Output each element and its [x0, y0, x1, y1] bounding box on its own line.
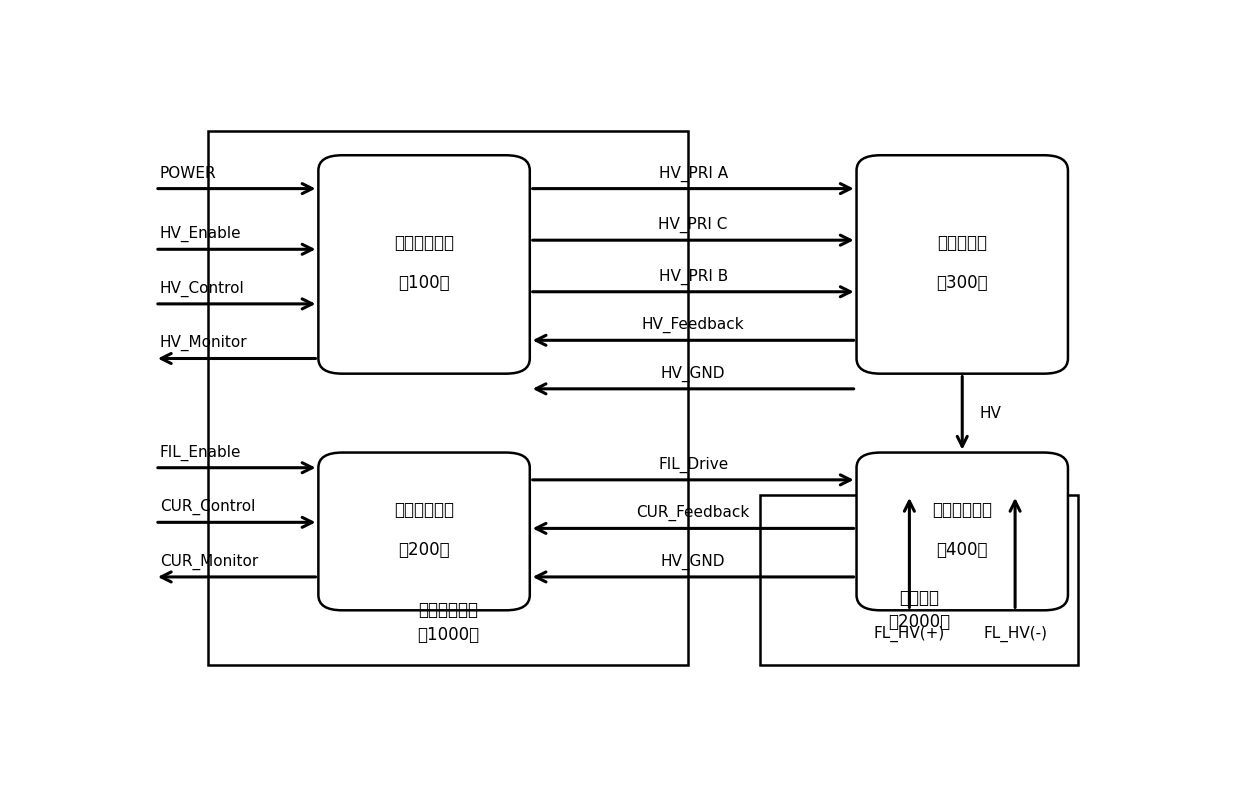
Text: 低压控制电路: 低压控制电路 [418, 601, 479, 619]
FancyBboxPatch shape [319, 452, 529, 610]
Text: FIL_Enable: FIL_Enable [160, 444, 242, 461]
FancyBboxPatch shape [319, 155, 529, 374]
Text: 浮地高压拓扑: 浮地高压拓扑 [932, 501, 992, 519]
Text: 负高压电源: 负高压电源 [937, 234, 987, 252]
Text: （1000）: （1000） [417, 626, 479, 644]
Text: HV_Control: HV_Control [160, 281, 244, 297]
Text: 高压控制电路: 高压控制电路 [394, 234, 454, 252]
Text: FIL_Drive: FIL_Drive [658, 456, 728, 473]
Text: HV_PRI A: HV_PRI A [658, 165, 728, 181]
Text: HV_Enable: HV_Enable [160, 226, 242, 242]
Text: HV_PRI B: HV_PRI B [658, 269, 728, 284]
Text: FL_HV(+): FL_HV(+) [874, 626, 945, 641]
Text: POWER: POWER [160, 166, 217, 181]
Text: HV_Monitor: HV_Monitor [160, 335, 248, 351]
Text: （100）: （100） [398, 273, 450, 292]
Text: HV_GND: HV_GND [661, 554, 725, 570]
Text: HV_PRI C: HV_PRI C [658, 217, 728, 233]
Text: （2000）: （2000） [888, 613, 950, 631]
Text: CUR_Control: CUR_Control [160, 499, 255, 515]
FancyBboxPatch shape [857, 452, 1068, 610]
Text: HV_GND: HV_GND [661, 366, 725, 381]
Text: CUR_Feedback: CUR_Feedback [636, 505, 750, 522]
Bar [208, 131, 688, 665]
Text: FL_HV(-): FL_HV(-) [983, 626, 1047, 641]
Text: HV: HV [980, 406, 1002, 421]
Text: 高压模块: 高压模块 [899, 589, 939, 608]
Text: （300）: （300） [936, 273, 988, 292]
Text: （400）: （400） [936, 541, 988, 559]
Text: CUR_Monitor: CUR_Monitor [160, 554, 258, 570]
Text: HV_Feedback: HV_Feedback [642, 317, 744, 333]
Text: 电流控制电路: 电流控制电路 [394, 501, 454, 519]
FancyBboxPatch shape [857, 155, 1068, 374]
Bar [760, 495, 1078, 665]
Text: （200）: （200） [398, 541, 450, 559]
